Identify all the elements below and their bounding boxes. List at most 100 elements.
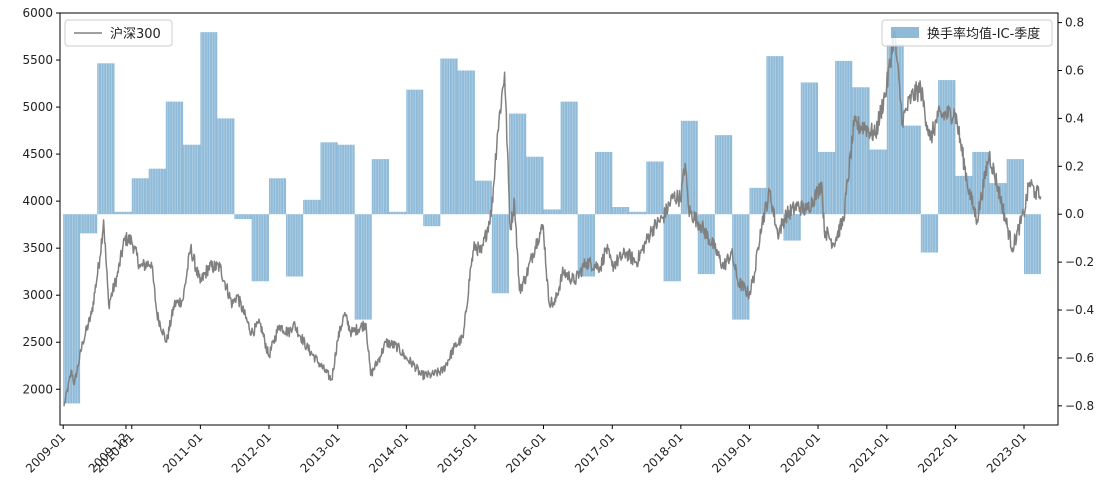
ic-bar-fill [612, 207, 630, 215]
ic-bar-fill [1006, 159, 1024, 215]
ic-bar-fill [80, 214, 98, 234]
x-tick-label: 2020-01 [778, 430, 823, 475]
ic-bar-fill [869, 149, 887, 215]
ic-bar-fill [629, 211, 647, 215]
ic-bar [543, 209, 561, 215]
x-tick-label: 2014-01 [366, 430, 411, 475]
x-tick-label: 2023-01 [984, 430, 1029, 475]
ic-bar-fill [63, 214, 81, 404]
legend-line-label: 沪深300 [110, 26, 161, 42]
ic-bar [680, 120, 698, 215]
legend-line-box [64, 19, 173, 47]
ic-bar-fill [303, 199, 321, 215]
ic-bar [286, 214, 304, 277]
ic-bar [560, 101, 578, 215]
ic-bar-fill [114, 211, 132, 215]
ic-bar [165, 101, 184, 215]
ic-bar [303, 199, 321, 215]
x-tick-label: 2018-01 [641, 430, 686, 475]
ic-bar-fill [1023, 214, 1041, 275]
ic-bar [1023, 214, 1041, 275]
ic-bar [80, 214, 98, 234]
ic-bar [903, 125, 921, 215]
ic-bar-fill [183, 144, 201, 215]
ic-bar [852, 87, 870, 215]
ic-bar [389, 211, 407, 215]
legend-bar-swatch [891, 27, 919, 38]
x-tick-label: 2013-01 [298, 430, 343, 475]
ic-bar-fill [389, 211, 407, 215]
ic-bar-fill [474, 180, 492, 215]
ic-bar [268, 178, 287, 215]
ic-bar-fill [200, 32, 218, 215]
plot-area [59, 12, 1059, 426]
ic-bar [629, 211, 647, 215]
ic-bar [440, 58, 458, 215]
ic-bar [114, 211, 132, 215]
ic-bar-fill [234, 214, 252, 219]
ic-bar [337, 144, 355, 215]
ic-bar [474, 180, 492, 215]
left-tick-label: 5000 [22, 100, 53, 114]
x-tick-label: 2016-01 [503, 430, 548, 475]
right-tick-label: −0.6 [1065, 351, 1094, 365]
ic-bar-fill [835, 60, 853, 215]
ic-bar-fill [406, 89, 424, 215]
x-tick-label: 2021-01 [847, 430, 892, 475]
ic-bar [148, 168, 166, 215]
right-y-axis: −0.8 −0.6 −0.4 −0.2 0.0 0.2 0.4 0.6 0.8 [1058, 16, 1094, 413]
right-tick-label: −0.8 [1065, 399, 1094, 413]
ic-bar [646, 161, 664, 215]
x-tick-label: 2022-01 [915, 430, 960, 475]
ic-bar [234, 214, 252, 219]
legend-bar: 换手率均值-IC-季度 [881, 19, 1053, 47]
ic-bar-fill [526, 156, 544, 215]
ic-bar-fill [920, 214, 939, 253]
ic-bar-fill [371, 159, 390, 215]
x-tick-label: 2017-01 [572, 430, 617, 475]
legend-bar-box [881, 19, 1053, 47]
left-tick-label: 5500 [22, 53, 53, 67]
ic-bar [200, 32, 218, 215]
ic-bar [766, 56, 784, 215]
ic-bar [869, 149, 887, 215]
left-tick-label: 2500 [22, 335, 53, 349]
ic-bar-fill [131, 178, 149, 215]
ic-bar [835, 60, 853, 215]
left-tick-label: 4500 [22, 147, 53, 161]
x-tick-label: 2019-01 [709, 430, 754, 475]
legend-bar-label: 换手率均值-IC-季度 [927, 26, 1040, 42]
ic-bar-fill [800, 82, 819, 215]
ic-bar-fill [714, 135, 733, 215]
ic-bar-fill [354, 214, 372, 320]
right-tick-label: 0.0 [1065, 207, 1084, 221]
ic-bar-fill [165, 101, 184, 215]
ic-bar-fill [97, 63, 115, 215]
ic-bar [594, 151, 613, 215]
ic-bar-fill [680, 120, 698, 215]
ic-bar-fill [320, 142, 338, 215]
ic-bar [732, 214, 750, 320]
ic-bar [457, 70, 475, 215]
ic-bar-fill [268, 178, 287, 215]
csi300-line [63, 30, 1042, 407]
ic-bar-fill [646, 161, 664, 215]
ic-bar [508, 113, 527, 215]
ic-bar-fill [903, 125, 921, 215]
x-tick-label: 2009-01 [23, 430, 68, 475]
ic-bar [423, 214, 441, 227]
ic-bar [251, 214, 269, 282]
right-tick-label: 0.8 [1065, 16, 1084, 30]
ic-bar [131, 178, 149, 215]
line-series [63, 30, 1042, 407]
ic-bar-fill [508, 113, 527, 215]
left-tick-label: 4000 [22, 194, 53, 208]
bar-series [63, 32, 1041, 404]
ic-bar [406, 89, 424, 215]
ic-bar-fill [732, 214, 750, 320]
ic-bar-fill [594, 151, 613, 215]
ic-bar [800, 82, 819, 215]
axes-frame [59, 12, 1059, 426]
